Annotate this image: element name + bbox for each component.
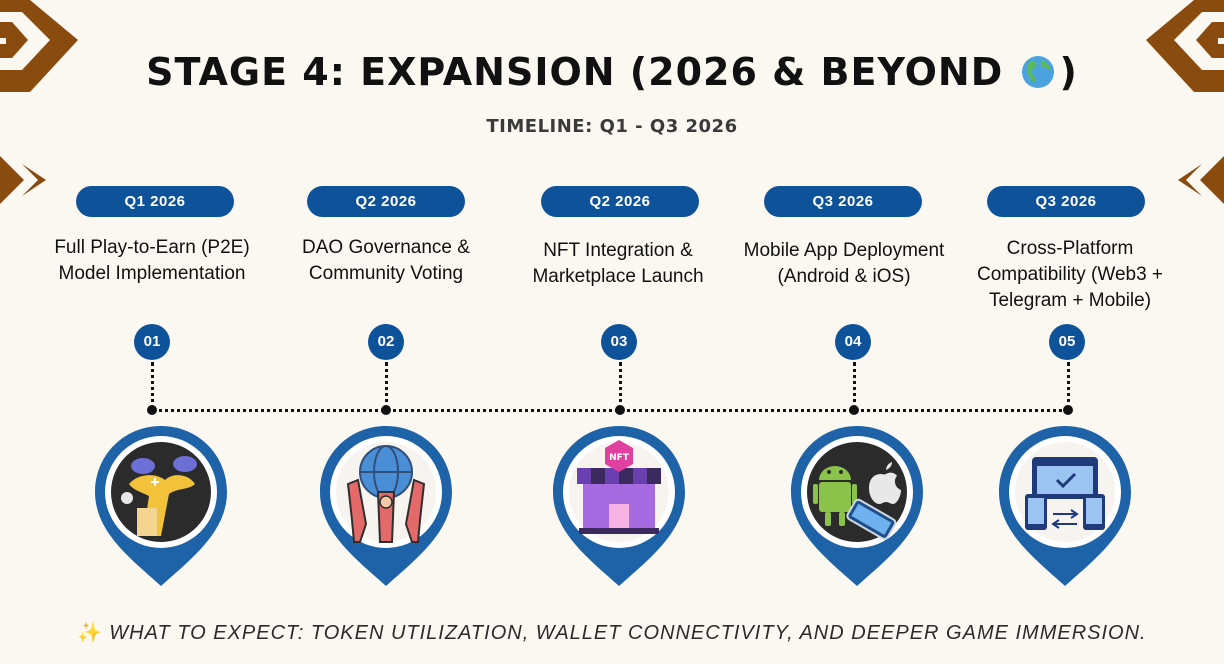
nft-store-icon: NFT [553,426,685,586]
stage-description: Mobile App Deployment (Android & iOS) [743,240,945,287]
quarter-badge: Q1 2026 [76,186,234,217]
footer-note: ✨ WHAT TO EXPECT: TOKEN UTILIZATION, WALL… [0,620,1224,645]
android-apple-phone-icon [791,426,923,586]
step-connector [385,362,388,410]
timeline-node [615,405,625,415]
stage-description: DAO Governance & Community Voting [302,237,470,284]
diamond-right [1178,156,1224,204]
corner-pattern-top-right [1146,0,1224,92]
step-number: 05 [1049,324,1085,360]
sparkles-icon: ✨ [77,622,104,644]
quarter-badge: Q2 2026 [307,186,465,217]
community-globe-icon [320,426,452,586]
quarter-badge: Q3 2026 [764,186,922,217]
step-connector [619,362,622,410]
quarter-badge: Q2 2026 [541,186,699,217]
diamond-left [0,156,46,204]
step-number: 02 [368,324,404,360]
step-connector [151,362,154,410]
step-connector [853,362,856,410]
page-title-close: ) [1059,50,1078,94]
timeline-node [1063,405,1073,415]
stage-description: NFT Integration & Marketplace Launch [532,240,704,287]
timeline-subtitle: TIMELINE: Q1 - Q3 2026 [486,116,738,137]
step-number: 04 [835,324,871,360]
timeline-node [147,405,157,415]
timeline-node [849,405,859,415]
timeline-node [381,405,391,415]
stage-description: Full Play-to-Earn (P2E) Model Implementa… [54,237,250,284]
timeline-connector [152,409,1068,412]
page-title: STAGE 4: EXPANSION (2026 & BEYOND ) [0,50,1224,95]
game-controller-hands-icon [95,426,227,586]
globe-americas-icon [1022,55,1055,88]
step-number: 03 [601,324,637,360]
cross-platform-devices-icon [999,426,1131,586]
step-connector [1067,362,1070,410]
quarter-badge: Q3 2026 [987,186,1145,217]
stage-description: Cross-Platform Compatibility (Web3 + Tel… [976,238,1164,311]
step-number: 01 [134,324,170,360]
footer-text: WHAT TO EXPECT: TOKEN UTILIZATION, WALLE… [109,622,1147,644]
svg-text:NFT: NFT [609,453,630,463]
page-title-text: STAGE 4: EXPANSION (2026 & BEYOND [146,50,1004,94]
corner-pattern-top-left [0,0,78,92]
